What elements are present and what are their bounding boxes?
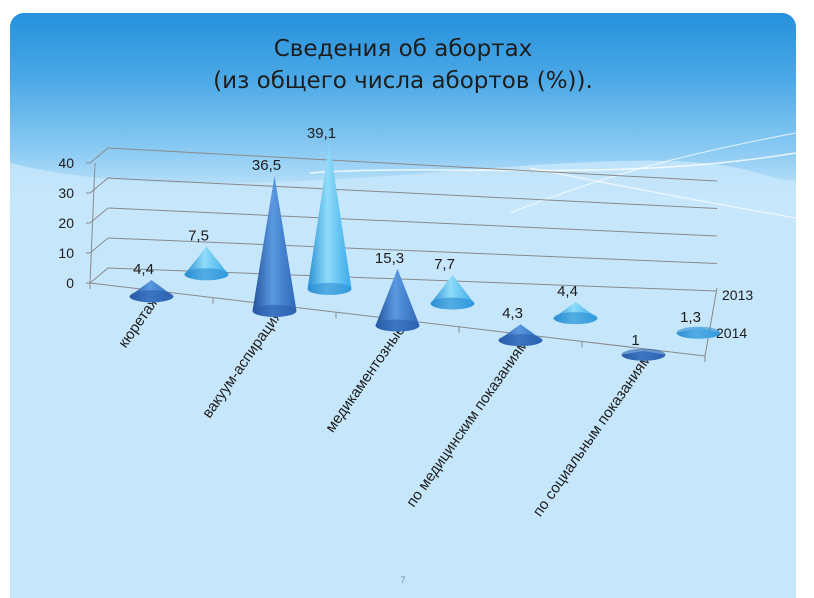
slide-title: Сведения об абортах (из общего числа або… [10,33,796,97]
cone-base [553,312,598,325]
cone-base [676,326,721,339]
cone-2013-2 [430,275,475,310]
data-label: 36,5 [252,157,281,174]
value-tick-label: 0 [66,275,74,291]
cone-base [129,290,174,303]
cone-body [307,144,352,295]
grid-line-left-wall [89,207,109,224]
grid-line-left-wall [89,177,109,194]
data-label: 7,5 [188,228,209,245]
series-depth-label: 2013 [722,287,753,303]
grid-line-back-wall [107,147,718,182]
cone-base [375,319,420,332]
value-tick-label: 40 [58,155,74,171]
value-tick-label: 20 [58,215,74,231]
grid-line-back-wall [107,177,718,209]
data-label: 39,1 [307,125,336,142]
data-label: 15,3 [375,250,404,267]
category-label: по социальным показаниям [530,351,655,520]
cone-2013-4 [676,326,721,339]
category-label: по медицинским показаниям [403,337,532,511]
data-label: 1,3 [680,309,701,326]
title-line-2: (из общего числа абортов (%)). [213,68,593,94]
cone-2014-0 [129,280,174,303]
value-tick-label: 30 [58,185,74,201]
grid-line-left-wall [89,147,109,164]
category-label: медикаментозные [322,322,409,436]
cone-2013-0 [184,246,229,281]
slide: Сведения об абортах (из общего числа або… [10,13,796,598]
category-label: вакуум-аспирация [199,307,286,421]
value-tick-label: 10 [58,245,74,261]
cone-base [430,297,475,310]
series-depth-label: 2014 [716,325,747,341]
cone-base [252,304,297,317]
cone-base [184,268,229,281]
depth-axis-line [704,287,718,357]
data-label: 1 [631,332,639,349]
cone-base [621,348,666,361]
data-label: 4,4 [557,283,578,300]
cone-base [498,334,543,347]
cone-body [252,175,297,317]
grid-line-left-wall [89,267,109,284]
title-line-1: Сведения об абортах [273,36,533,62]
cone-2014-3 [498,324,543,347]
grid-line-back-wall [107,207,718,237]
cone-2014-2 [375,268,420,332]
cone-body [375,268,420,332]
cone-2013-3 [553,301,598,325]
cone-base [307,282,352,295]
slide-background [10,13,796,598]
data-label: 7,7 [434,256,455,273]
data-label: 4,4 [133,261,154,278]
grid-line-left-wall [89,237,109,254]
data-label: 4,3 [502,305,523,322]
grid-line-back-wall [107,237,718,264]
value-axis-line [89,162,96,284]
cone-2013-1 [307,144,352,295]
cone-2014-1 [252,175,297,317]
page-number: 7 [400,575,406,585]
cone-2014-4 [621,348,666,361]
